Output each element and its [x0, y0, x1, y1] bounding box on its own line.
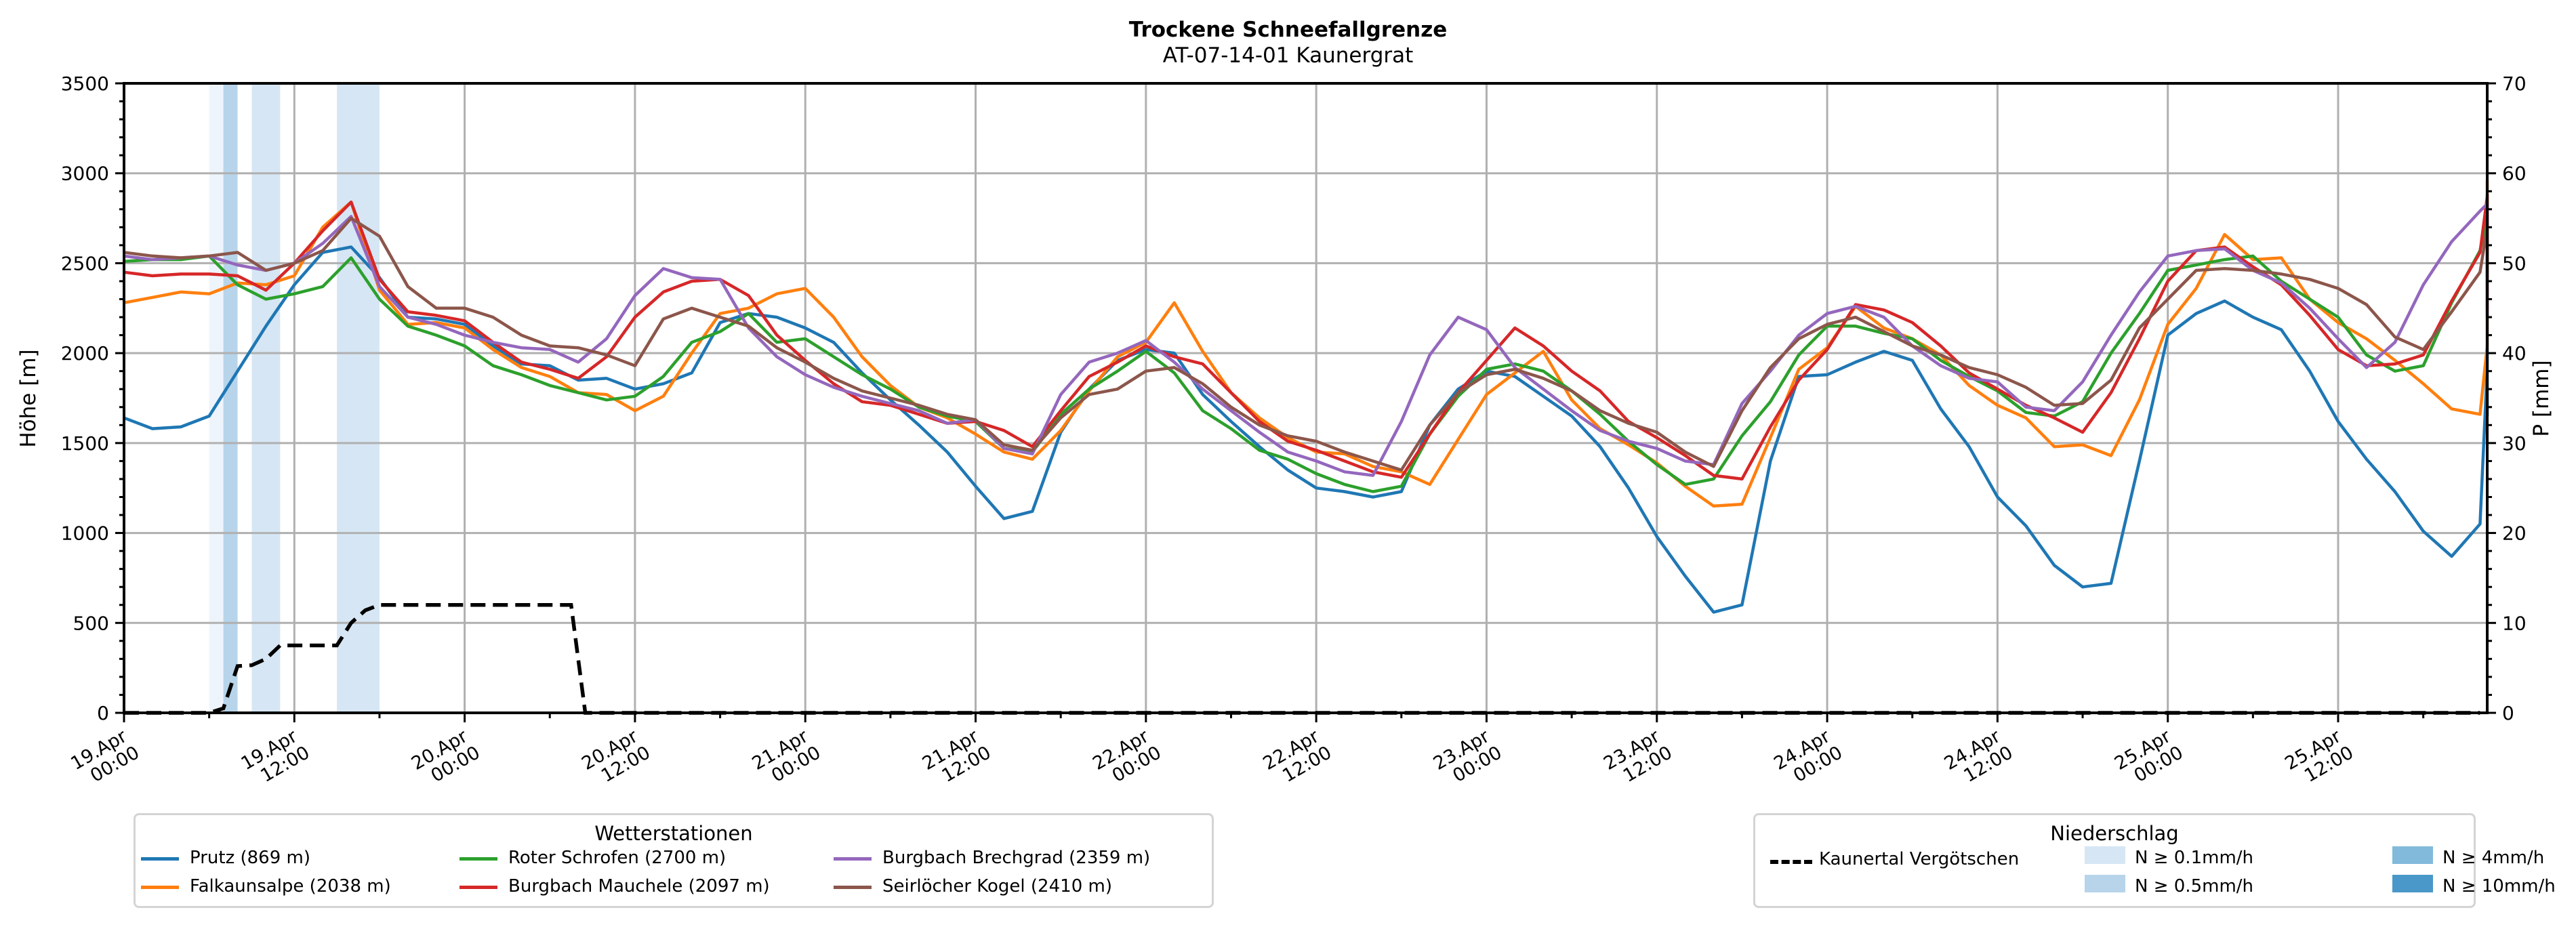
tick-labels: 0 500 1000 1500 2000 2500 3000 3500 0 10 20 30 40 50 6… [61, 73, 2527, 787]
chart-subtitle: AT-07-14-01 Kaunergrat [1162, 43, 1414, 68]
y-tick-label: 3500 [61, 73, 109, 95]
y-tick-label: 3000 [61, 163, 109, 185]
legend-stations: Wetterstationen Prutz (869 m) Falkaunsalp… [134, 813, 1214, 908]
y2-tick-label: 50 [2502, 252, 2527, 274]
legend-item-station: Seirlöcher Kogel (2410 m) [882, 876, 1112, 896]
series-line-6 [123, 216, 2489, 472]
legend-item-precip-level: N ≥ 10mm/h [2442, 876, 2556, 896]
precip-band [337, 83, 380, 713]
y-axis-label: Höhe [m] [16, 349, 41, 447]
y2-tick-label: 30 [2502, 432, 2527, 455]
y2-tick-label: 10 [2502, 612, 2527, 634]
legend-item-station-precip: Kaunertal Vergötschen [1819, 849, 2020, 869]
chart-area: 0 500 1000 1500 2000 2500 3000 3500 0 10 20 30 40 50 6… [16, 73, 2554, 787]
legend-item-station: Roter Schrofen (2700 m) [508, 848, 727, 868]
legend-stations-title: Wetterstationen [594, 822, 753, 845]
legend-swatch-precip-level [2085, 875, 2125, 892]
legend-item-station: Burgbach Mauchele (2097 m) [508, 876, 770, 896]
legend-swatch [141, 857, 179, 861]
y2-tick-label: 20 [2502, 522, 2527, 545]
chart-title: Trockene Schneefallgrenze [1128, 18, 1448, 42]
legend-item-precip-level: N ≥ 0.5mm/h [2135, 876, 2254, 896]
precip-bands [209, 83, 380, 713]
precip-band [251, 83, 281, 713]
y2-tick-label: 60 [2502, 163, 2527, 185]
y-tick-label: 2500 [61, 252, 109, 274]
y2-tick-label: 40 [2502, 342, 2527, 365]
y-tick-label: 1500 [61, 432, 109, 455]
y-tick-label: 0 [97, 702, 109, 724]
precip-band [209, 83, 224, 713]
legend-swatch-precip-level [2085, 846, 2125, 864]
legend-precip-title: Niederschlag [2050, 822, 2179, 845]
precip-band [223, 83, 238, 713]
legend-swatch [834, 886, 872, 889]
series-lines [123, 179, 2489, 715]
legend-item-precip-level: N ≥ 0.1mm/h [2135, 848, 2254, 868]
legend-item-precip-level: N ≥ 4mm/h [2442, 848, 2545, 868]
legend-swatch [459, 886, 497, 889]
legend-item-station: Prutz (869 m) [190, 848, 311, 868]
grid-lines [124, 83, 2487, 713]
legend-item-station: Falkaunsalpe (2038 m) [190, 876, 391, 896]
series-line-5 [123, 202, 2489, 477]
y-tick-label: 2000 [61, 342, 109, 365]
y-axis-right-label: P [mm] [2529, 360, 2554, 436]
series-line-2 [123, 179, 2489, 508]
axes [115, 82, 2496, 722]
series-line-3 [123, 211, 2489, 493]
y2-tick-label: 0 [2502, 702, 2514, 724]
plot-frame [123, 82, 2489, 714]
precip-station-line [124, 602, 2480, 715]
legend-precip: Niederschlag Kaunertal Vergötschen N ≥ 0… [1753, 813, 2556, 908]
series-line-1 [123, 245, 2489, 614]
legend-swatch [459, 857, 497, 861]
y2-tick-label: 70 [2502, 73, 2527, 95]
legend-swatch-precip-level [2392, 846, 2433, 864]
dashed-line-swatch [1770, 860, 1812, 864]
legend-swatch-precip-level [2392, 875, 2433, 892]
legend-swatch [834, 857, 872, 861]
legend-item-station: Burgbach Brechgrad (2359 m) [882, 848, 1151, 868]
y-tick-label: 1000 [61, 522, 109, 545]
legend-swatch [141, 886, 179, 889]
y-tick-label: 500 [73, 612, 109, 634]
